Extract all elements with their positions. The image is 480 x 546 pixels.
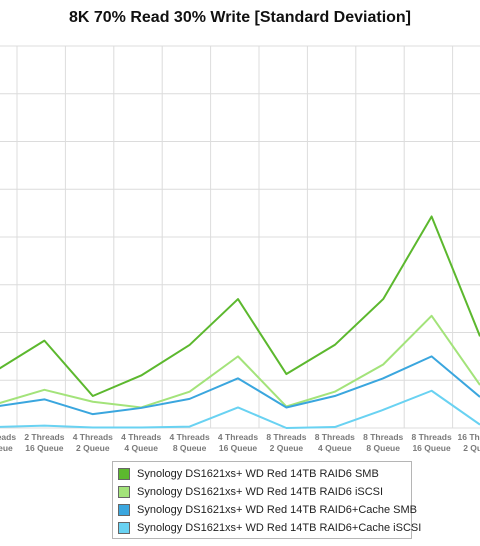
x-tick-label: 8 Threads 8 Queue bbox=[363, 432, 403, 453]
legend-swatch bbox=[118, 522, 130, 534]
legend-label: Synology DS1621xs+ WD Red 14TB RAID6+Cac… bbox=[137, 522, 422, 534]
legend-item: Synology DS1621xs+ WD Red 14TB RAID6 SMB bbox=[118, 465, 411, 483]
series-lines bbox=[0, 215, 480, 429]
x-tick-label: 8 Threads 16 Queue bbox=[412, 432, 452, 453]
legend-label: Synology DS1621xs+ WD Red 14TB RAID6+Cac… bbox=[137, 504, 418, 516]
x-tick-label: 4 Threads 8 Queue bbox=[170, 432, 210, 453]
x-tick-label: 2 Threads 16 Queue bbox=[24, 432, 64, 453]
legend-swatch bbox=[118, 468, 130, 480]
legend-item: Synology DS1621xs+ WD Red 14TB RAID6+Cac… bbox=[118, 519, 421, 537]
series-line-1 bbox=[0, 215, 480, 398]
series-line-4 bbox=[0, 389, 480, 429]
legend-label: Synology DS1621xs+ WD Red 14TB RAID6 iSC… bbox=[137, 486, 384, 498]
x-tick-label: 4 Threads 16 Queue bbox=[218, 432, 258, 453]
legend-swatch bbox=[118, 504, 130, 516]
series-line-2 bbox=[0, 314, 480, 409]
legend-swatch bbox=[118, 486, 130, 498]
legend-label: Synology DS1621xs+ WD Red 14TB RAID6 SMB bbox=[137, 468, 379, 480]
x-tick-label: 8 Threads 2 Queue bbox=[266, 432, 306, 453]
x-tick-label: 8 Threads 4 Queue bbox=[315, 432, 355, 453]
legend: Synology DS1621xs+ WD Red 14TB RAID6 SMB… bbox=[112, 461, 421, 539]
chart-title: 8K 70% Read 30% Write [Standard Deviatio… bbox=[68, 9, 412, 26]
legend-item: Synology DS1621xs+ WD Red 14TB RAID6+Cac… bbox=[118, 501, 417, 519]
legend-item: Synology DS1621xs+ WD Red 14TB RAID6 iSC… bbox=[118, 483, 411, 501]
x-tick-label: 4 Threads 4 Queue bbox=[121, 432, 161, 453]
x-tick-label: 4 Threads 2 Queue bbox=[73, 432, 113, 453]
series-line-3 bbox=[0, 355, 480, 416]
